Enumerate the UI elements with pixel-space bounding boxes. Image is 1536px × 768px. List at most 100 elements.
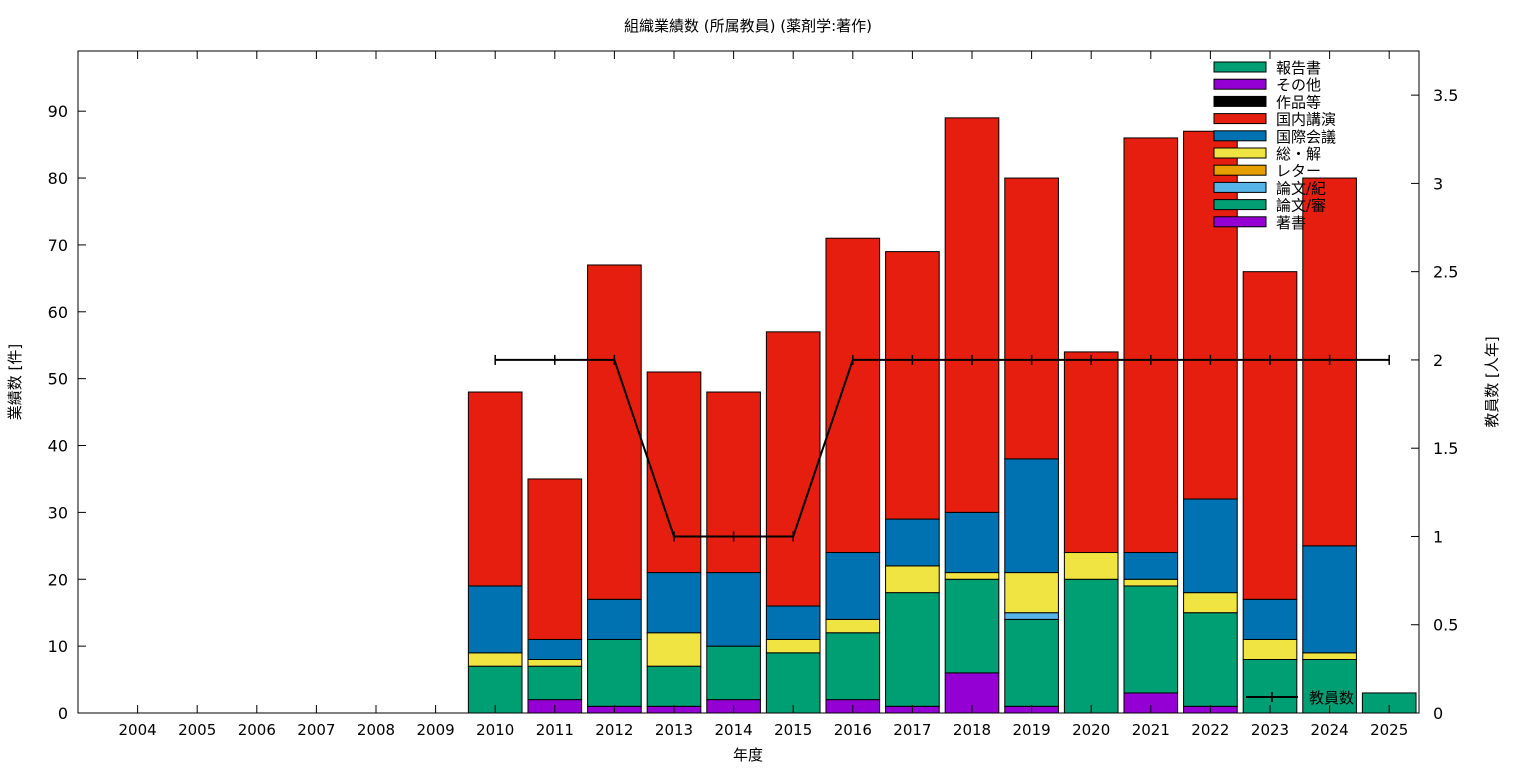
chart-title: 組織業績数 (所属教員) (薬剤学:著作) [624,17,872,35]
x-tick-label: 2015 [774,721,812,739]
x-tick-label: 2010 [476,721,514,739]
bar-segment [527,478,583,640]
legend-swatch [1213,216,1267,228]
legend-label: 論文/紀 [1276,179,1326,197]
bar-segment [706,645,761,701]
x-tick-label: 2005 [178,721,216,739]
legend-label: 著書 [1276,214,1306,232]
bar-segment [885,592,940,707]
legend-label: その他 [1276,76,1321,94]
bar-segment [527,659,583,667]
y-tick-label: 90 [48,102,68,121]
bar-segment [706,572,761,647]
bar-segment [1004,572,1059,614]
y2-tick-label: 2.5 [1433,263,1458,282]
bar-segment [944,117,1000,513]
y-tick-label: 70 [48,236,68,255]
bar-segment [706,391,761,574]
plot-frame [77,50,1420,714]
bar-segment [825,632,881,701]
x-tick-label: 2006 [238,721,276,739]
axes-layer: 0 10 20 30 40 50 60 70 80 90 0 0.5 1 1.5 2 2.5 3 3.5 2004 2… [48,50,1458,739]
bar-segment [1004,458,1059,574]
legend-label: 総・解 [1276,145,1321,163]
y-tick-label: 60 [48,303,68,322]
bar-segment [944,578,1000,674]
bar-segment [885,251,940,520]
bar-segment [885,565,940,594]
line-layer [494,354,1390,542]
bar-segment [1063,552,1119,580]
bar-segment [587,598,642,640]
y-tick-label: 10 [48,637,68,656]
legend-swatch [1213,61,1267,73]
bar-segment [587,264,642,600]
bar-segment [1183,498,1238,594]
bar-segment [587,638,642,707]
bar-segment [527,665,583,701]
bar-segment [1004,177,1059,460]
x-tick-label: 2022 [1191,721,1229,739]
legend-label: 論文/審 [1276,197,1326,215]
y2-tick-label: 1.5 [1433,439,1458,458]
bar-segment [1004,612,1059,620]
bar-segment [1123,585,1179,694]
bar-segment [1123,552,1179,580]
x-tick-label: 2018 [953,721,991,739]
legend-swatch [1213,147,1267,159]
x-tick-label: 2020 [1072,721,1110,739]
x-tick-label: 2007 [297,721,335,739]
legend-swatch [1213,95,1267,107]
bar-segment [765,331,821,607]
bar-segment [646,665,702,707]
bar-segment [1302,659,1357,714]
bar-segment [467,585,523,654]
y-tick-label: 30 [48,503,68,522]
bar-segment [825,552,881,620]
bar-segment [527,638,583,661]
y-tick-label: 20 [48,570,68,589]
bar-segment [765,652,821,714]
y2-axis-label: 教員数 [人年] [1483,336,1501,427]
x-tick-label: 2023 [1251,721,1289,739]
x-axis-label: 年度 [733,746,763,764]
bar-segment [1123,137,1179,554]
bar-segment [646,371,702,574]
bars-layer [467,117,1417,714]
x-tick-label: 2016 [834,721,872,739]
x-tick-label: 2008 [357,721,395,739]
bar-segment [1183,612,1238,707]
bar-segment [1063,578,1119,714]
x-tick-label: 2025 [1370,721,1408,739]
bar-segment [1242,638,1298,661]
bar-segment [646,572,702,634]
legend-label: 報告書 [1276,59,1321,77]
bar-segment [1183,592,1238,614]
bar-segment [646,632,702,667]
y2-tick-label: 3.5 [1433,86,1458,105]
y-tick-label: 40 [48,437,68,456]
legend-swatch [1213,164,1267,176]
legend-label: 作品等 [1276,93,1321,111]
y-tick-label: 80 [48,169,68,188]
x-tick-label: 2019 [1013,721,1051,739]
y-tick-label: 0 [58,704,68,723]
x-tick-label: 2014 [715,721,753,739]
x-tick-label: 2004 [119,721,157,739]
x-tick-label: 2012 [595,721,633,739]
y2-tick-label: 0.5 [1433,616,1458,635]
bar-segment [885,518,940,567]
legend-swatch [1213,181,1267,193]
line-series-path [495,358,1390,538]
legend-swatch [1213,113,1267,125]
legend-swatch [1213,130,1267,142]
x-tick-label: 2024 [1311,721,1349,739]
legend-label: レター [1276,162,1321,180]
bar-segment [944,572,1000,580]
bar-segment [1242,271,1298,600]
legend-swatch [1213,199,1267,211]
bar-segment [467,652,523,667]
bar-segment [765,638,821,654]
